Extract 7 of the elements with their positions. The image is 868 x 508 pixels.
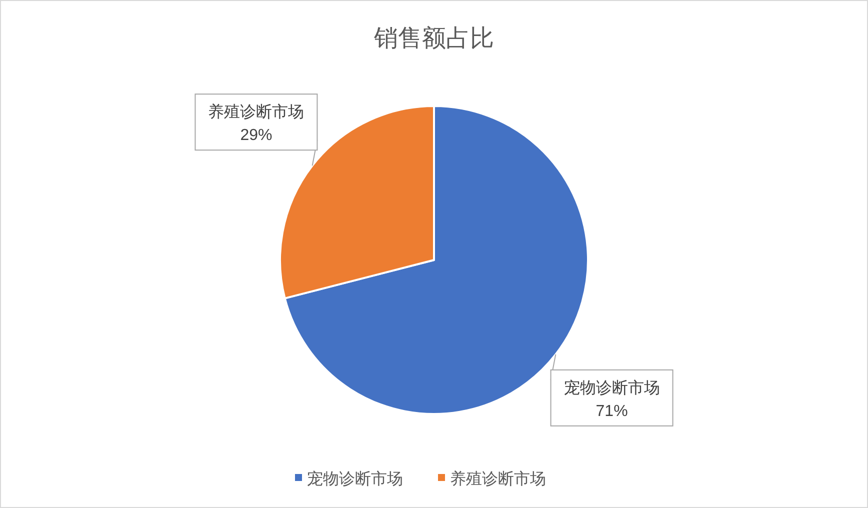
legend-label: 宠物诊断市场 <box>307 470 403 488</box>
data-label: 71% <box>596 402 628 420</box>
chart-title: 销售额占比 <box>373 25 494 52</box>
legend-label: 养殖诊断市场 <box>450 470 546 488</box>
data-label: 29% <box>240 127 272 144</box>
slice-label: 宠物诊断市场 <box>564 378 660 397</box>
slice-label: 养殖诊断市场 <box>208 103 304 122</box>
